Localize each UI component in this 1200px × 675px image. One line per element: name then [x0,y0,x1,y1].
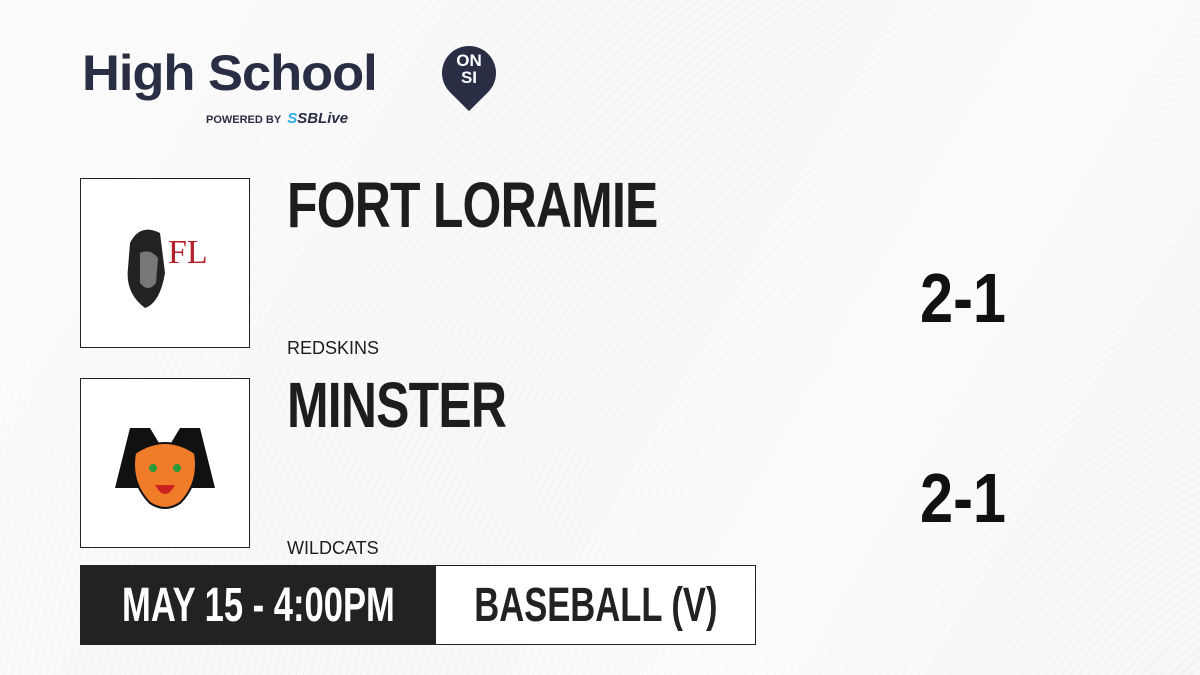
sblive-mark: S [287,110,298,127]
badge-top: ON [456,51,482,70]
team-mascot: REDSKINS [287,338,380,358]
team-name: FORT LORAMIE [287,169,658,241]
powered-by-label: POWERED BY [206,114,282,126]
team-mascot: WILDCATS [287,538,379,558]
brand-title: High School [82,45,378,101]
svg-text:FL: FL [168,234,208,271]
sblive-name: SBLive [297,110,349,127]
team-record: 2-1 [920,259,1006,337]
pin-badge: ON SI [449,52,489,86]
datetime-text: MAY 15 - 4:00PM [121,578,395,632]
sport-text: BASEBALL (V) [473,578,718,632]
chief-head-icon: FL [127,229,208,308]
brand-logo: High School ON SI POWERED BY SSBLive [82,34,508,127]
sblive-logo: SSBLive [287,110,348,127]
team-name: MINSTER [287,369,507,441]
game-sport: BASEBALL (V) [435,565,756,645]
team-record: 2-1 [920,459,1006,537]
badge-bottom: SI [460,68,478,87]
team-logo-minster [80,378,250,548]
wildcat-icon [115,428,215,509]
team-logo-fort-loramie: FL [80,178,250,348]
game-datetime: MAY 15 - 4:00PM [80,565,436,645]
powered-by: POWERED BY SSBLive [206,110,348,127]
